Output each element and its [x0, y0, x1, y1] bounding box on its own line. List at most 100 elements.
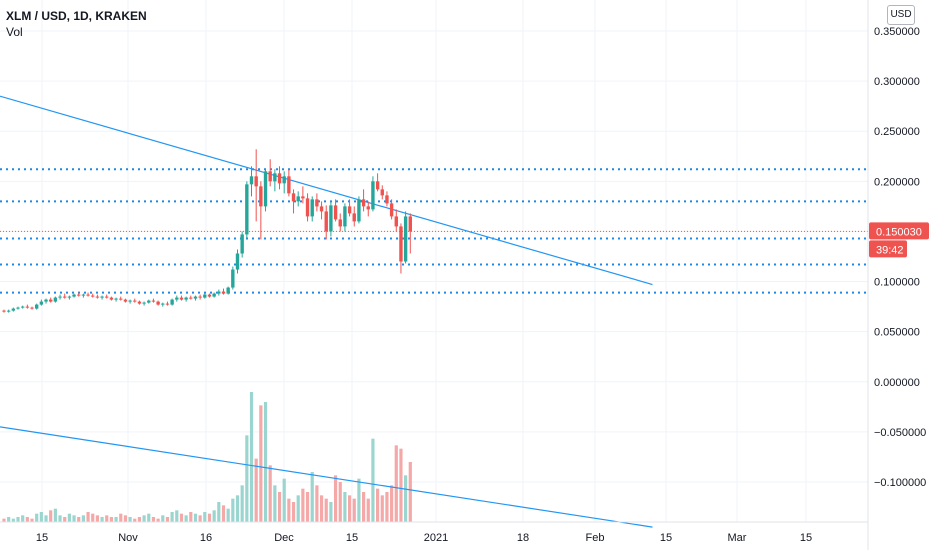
volume-bar	[49, 510, 53, 522]
candle-body	[296, 196, 300, 202]
volume-bar	[277, 492, 282, 522]
volume-bar	[189, 512, 193, 522]
time-tick-label: 15	[346, 532, 358, 544]
volume-bar	[240, 485, 244, 522]
volume-bar	[165, 517, 170, 522]
volume-bar	[147, 513, 151, 522]
candle-body	[189, 297, 193, 299]
volume-bar	[319, 495, 324, 522]
candle-body	[305, 198, 310, 217]
candle-body	[329, 205, 333, 232]
candle-body	[156, 301, 160, 305]
candle-body	[254, 176, 258, 187]
volume-bar	[385, 492, 389, 522]
volume-bar	[21, 515, 25, 522]
symbol-title[interactable]: XLM / USD, 1D, KRAKEN	[6, 9, 147, 23]
candle-body	[291, 193, 296, 202]
candle-body	[375, 181, 380, 190]
volume-bar	[44, 515, 48, 522]
volume-bar	[39, 512, 43, 522]
candle-body	[119, 298, 123, 300]
time-tick-label: 2021	[424, 532, 448, 544]
price-axis[interactable]: 0.3500000.3000000.2500000.2000000.150000…	[867, 0, 926, 550]
candle-body	[343, 206, 347, 227]
volume-bar	[137, 517, 142, 522]
price-tick-label: 0.050000	[874, 327, 920, 339]
volume-bar	[273, 485, 277, 522]
candle-body	[221, 291, 226, 294]
volume-bar	[35, 513, 39, 522]
volume-bar	[67, 513, 71, 522]
volume-bar	[282, 478, 286, 522]
candle-body	[399, 226, 403, 262]
time-tick-label: 16	[200, 532, 212, 544]
candle-body	[137, 301, 142, 304]
candle-body	[114, 298, 118, 300]
candle-body	[39, 301, 44, 305]
volume-bar	[371, 438, 375, 522]
candle-body	[81, 294, 86, 296]
candle-body	[184, 297, 188, 300]
volume-bar	[72, 515, 76, 522]
time-tick-label: 15	[800, 532, 812, 544]
candle-body	[91, 295, 95, 297]
price-tick-label: 0.200000	[874, 176, 920, 188]
volume-bar	[91, 513, 95, 522]
candle-body	[371, 181, 375, 210]
volume-bar	[2, 518, 6, 522]
time-tick-label: Mar	[728, 532, 747, 544]
candle-body	[319, 206, 324, 212]
volume-bar	[123, 515, 128, 522]
horizontal-levels[interactable]	[0, 168, 868, 294]
volume-bar	[324, 498, 328, 522]
price-tick-label: 0.100000	[874, 277, 920, 289]
candle-body	[25, 306, 30, 308]
volume-bar	[95, 515, 99, 522]
candle-body	[231, 269, 235, 288]
volume-bar	[100, 517, 104, 522]
countdown-background	[869, 240, 907, 258]
candle-body	[347, 206, 352, 214]
candle-body	[217, 291, 221, 294]
volume-bar	[156, 518, 160, 522]
time-tick-label: Nov	[118, 532, 138, 544]
volume-legend[interactable]: Vol	[6, 25, 23, 39]
candle-body	[72, 294, 76, 297]
candle-body	[2, 310, 6, 312]
time-axis[interactable]: 15 Nov 16 Dec 15 2021 18 Feb 15 Mar 15	[0, 521, 868, 544]
candle-body	[389, 203, 394, 217]
volume-bar	[394, 445, 398, 522]
candle-body	[128, 300, 132, 302]
candle-body	[151, 300, 156, 302]
volume-bars	[2, 392, 412, 522]
trendlines[interactable]	[0, 95, 653, 528]
candle-body	[235, 253, 240, 270]
candle-body	[142, 302, 146, 304]
candle-body	[44, 299, 48, 302]
bar-countdown: 39:42	[876, 244, 904, 256]
candle-body	[67, 296, 72, 298]
grid	[0, 0, 868, 522]
volume-bar	[179, 513, 184, 522]
volume-bar	[175, 510, 179, 522]
trendline[interactable]	[0, 95, 653, 286]
candle-body	[226, 287, 230, 294]
volume-bar	[11, 518, 15, 522]
volume-bar	[343, 492, 347, 522]
candle-body	[287, 176, 291, 194]
trendline[interactable]	[0, 426, 653, 528]
candle-body	[263, 171, 268, 207]
time-tick-label: 15	[36, 532, 48, 544]
candle-body	[338, 219, 342, 227]
time-tick-label: 18	[517, 532, 529, 544]
volume-bar	[170, 512, 174, 522]
candle-body	[179, 297, 184, 300]
volume-bar	[329, 502, 333, 522]
candle-body	[95, 296, 100, 298]
volume-bar	[212, 510, 216, 522]
volume-bar	[105, 515, 109, 522]
currency-button[interactable]: USD	[887, 5, 915, 25]
volume-bar	[333, 475, 338, 522]
volume-bar	[301, 488, 305, 522]
